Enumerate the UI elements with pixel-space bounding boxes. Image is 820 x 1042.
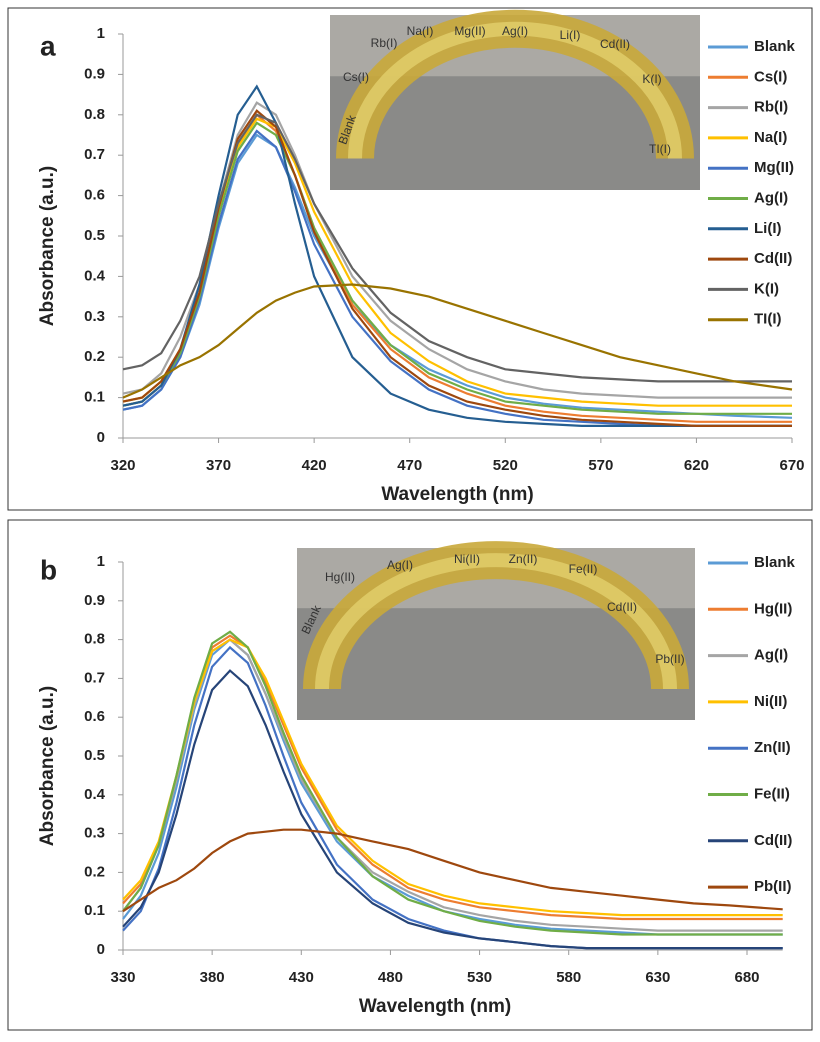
inset-label: Zn(II) [509, 552, 538, 566]
x-tick-label: 630 [645, 969, 670, 986]
panel-label: b [40, 554, 57, 585]
y-tick-label: 0.9 [84, 65, 105, 82]
x-tick-label: 370 [206, 457, 231, 474]
y-tick-label: 0.8 [84, 631, 105, 648]
inset-label: Pb(II) [655, 652, 684, 666]
data-line [122, 113, 792, 383]
legend-label: Ag(I) [754, 647, 788, 664]
x-tick-label: 620 [684, 457, 709, 474]
data-line [122, 109, 792, 427]
x-axis-label: Wavelength (nm) [359, 996, 511, 1017]
y-tick-label: 0.6 [84, 708, 105, 725]
x-tick-label: 680 [734, 969, 759, 986]
data-line [122, 828, 783, 913]
data-line [122, 283, 793, 399]
y-tick-label: 0.8 [84, 106, 105, 123]
data-line [122, 669, 783, 950]
y-tick-label: 0.5 [84, 747, 105, 764]
x-tick-label: 380 [200, 969, 225, 986]
legend-label: Hg(II) [754, 600, 792, 617]
y-tick-label: 0.4 [84, 786, 106, 803]
x-tick-label: 570 [588, 457, 613, 474]
inset-label: Li(I) [560, 28, 581, 42]
x-tick-label: 330 [110, 969, 135, 986]
y-tick-label: 0.5 [84, 227, 105, 244]
legend-label: K(I) [754, 280, 779, 297]
legend-label: Li(I) [754, 220, 782, 237]
legend-label: Rb(I) [754, 99, 788, 116]
legend-label: TI(I) [754, 311, 782, 328]
panel-frame [7, 7, 813, 511]
y-tick-label: 1 [97, 553, 105, 570]
x-tick-label: 420 [302, 457, 327, 474]
y-tick-label: 0.7 [84, 669, 105, 686]
tube-arc-highlight [315, 553, 677, 690]
y-tick-label: 0.1 [84, 902, 105, 919]
y-tick-label: 0.6 [84, 187, 105, 204]
panel-label: a [40, 30, 56, 61]
data-line [122, 84, 792, 427]
data-line [122, 101, 792, 399]
y-tick-label: 0.2 [84, 863, 105, 880]
x-tick-label: 320 [110, 457, 135, 474]
legend-label: Ni(II) [754, 693, 787, 710]
x-tick-label: 430 [289, 969, 314, 986]
x-tick-label: 520 [493, 457, 518, 474]
x-tick-label: 470 [397, 457, 422, 474]
legend-label: Mg(II) [754, 159, 794, 176]
inset-label: Ni(II) [454, 552, 480, 566]
inset-label: TI(I) [649, 142, 671, 156]
y-tick-label: 0.9 [84, 592, 105, 609]
inset-label: Hg(II) [325, 570, 355, 584]
legend-label: Cd(II) [754, 832, 792, 849]
y-tick-label: 0 [97, 941, 105, 958]
y-tick-label: 0.2 [84, 348, 105, 365]
legend-label: Cs(I) [754, 68, 787, 85]
inset-label: Fe(II) [569, 562, 598, 576]
x-tick-label: 530 [467, 969, 492, 986]
y-tick-label: 1 [97, 25, 105, 42]
inset-label: Na(I) [407, 24, 434, 38]
y-tick-label: 0.3 [84, 825, 105, 842]
data-line [122, 630, 783, 936]
inset-label: Rb(I) [371, 36, 398, 50]
legend-label: Pb(II) [754, 878, 792, 895]
inset-label: Mg(II) [454, 24, 485, 38]
legend-label: Blank [754, 38, 796, 55]
data-line [122, 121, 792, 415]
legend-label: Cd(II) [754, 250, 792, 267]
y-axis-label: Absorbance (a.u.) [37, 166, 58, 326]
panel-frame [7, 519, 813, 1031]
legend-label: Na(I) [754, 129, 787, 146]
inset-label: Ag(I) [387, 558, 413, 572]
tube-arc-highlight [348, 21, 682, 159]
legend-label: Blank [754, 554, 796, 571]
legend-label: Zn(II) [754, 739, 791, 756]
y-tick-label: 0.1 [84, 389, 105, 406]
x-tick-label: 580 [556, 969, 581, 986]
y-tick-label: 0.7 [84, 146, 105, 163]
y-tick-label: 0.4 [84, 267, 106, 284]
y-tick-label: 0.3 [84, 308, 105, 325]
data-line [122, 129, 792, 427]
x-axis-label: Wavelength (nm) [381, 484, 533, 505]
inset-label: K(I) [642, 72, 661, 86]
y-tick-label: 0 [97, 429, 105, 446]
inset-label: Cd(II) [600, 37, 630, 51]
x-tick-label: 670 [779, 457, 804, 474]
x-tick-label: 480 [378, 969, 403, 986]
legend-label: Fe(II) [754, 785, 790, 802]
y-axis-label: Absorbance (a.u.) [37, 686, 58, 846]
inset-label: Cd(II) [607, 600, 637, 614]
inset-label: Ag(I) [502, 24, 528, 38]
legend-label: Ag(I) [754, 189, 788, 206]
inset-label: Cs(I) [343, 70, 369, 84]
